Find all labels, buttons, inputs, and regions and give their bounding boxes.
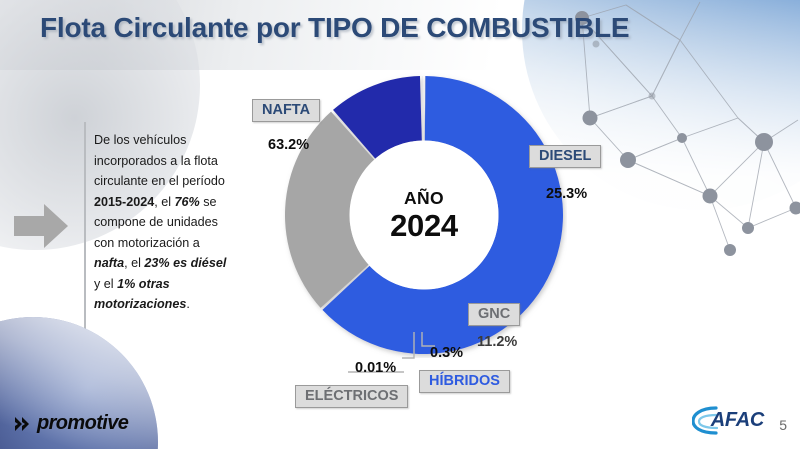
callout-part-2: , el (154, 194, 175, 209)
promotive-wordmark: promotive (37, 412, 129, 434)
callout-bold-nafta: nafta (94, 256, 125, 270)
network-graphic (575, 1, 800, 256)
segment-diesel[interactable] (285, 111, 375, 308)
promotive-logo[interactable]: promotive (14, 412, 129, 435)
percent-electricos: 0.01% (355, 360, 397, 376)
label-hibridos[interactable]: HÍBRIDOS (419, 370, 510, 393)
percent-nafta: 63.2% (268, 137, 310, 153)
donut-hole (349, 140, 499, 290)
callout-divider (84, 122, 86, 330)
promotive-chevrons-icon (15, 416, 29, 431)
label-nafta[interactable]: NAFTA (252, 99, 321, 122)
page-title: Flota Circulante por TIPO DE COMBUSTIBLE (40, 12, 630, 43)
callout-paragraph: De los vehículos incorporados a la flota… (94, 130, 230, 315)
donut-svg (285, 76, 563, 354)
donut-segments (285, 76, 563, 354)
fuel-type-donut-chart: AÑO 2024 (281, 72, 567, 358)
callout-bold-otras: 1% otras motorizaciones (94, 276, 187, 312)
label-electricos[interactable]: ELÉCTRICOS (295, 385, 409, 408)
callout-part-3: se compone de unidades con motorización … (94, 194, 218, 250)
leader-lines (348, 332, 435, 373)
callout-part-4: , el (124, 256, 145, 270)
segment-electricos[interactable] (424, 76, 426, 141)
segment-hibridos[interactable] (422, 76, 424, 141)
afac-swoosh-icon (691, 406, 718, 435)
segment-nafta[interactable] (322, 76, 563, 354)
page-number: 5 (779, 417, 787, 433)
callout-bold-period: 2015-2024 (94, 194, 155, 209)
callout-bold-76: 76% (174, 194, 200, 209)
percent-gnc: 11.2% (477, 334, 518, 350)
percent-hibridos: 0.3% (430, 345, 464, 361)
right-arrow-icon (14, 204, 68, 248)
percent-diesel: 25.3% (546, 186, 588, 202)
label-diesel[interactable]: DIESEL (529, 145, 602, 168)
label-gnc[interactable]: GNC (468, 303, 521, 326)
callout-part-6: . (186, 297, 190, 311)
afac-logo[interactable]: AFAC (691, 405, 765, 435)
callout-part-1: De los vehículos incorporados a la flota… (94, 133, 225, 188)
afac-wordmark: AFAC (710, 408, 765, 431)
segment-gnc[interactable] (333, 76, 422, 159)
callout-part-5: y el (94, 276, 118, 291)
callout-bold-diesel: 23% es diésel (144, 256, 227, 270)
